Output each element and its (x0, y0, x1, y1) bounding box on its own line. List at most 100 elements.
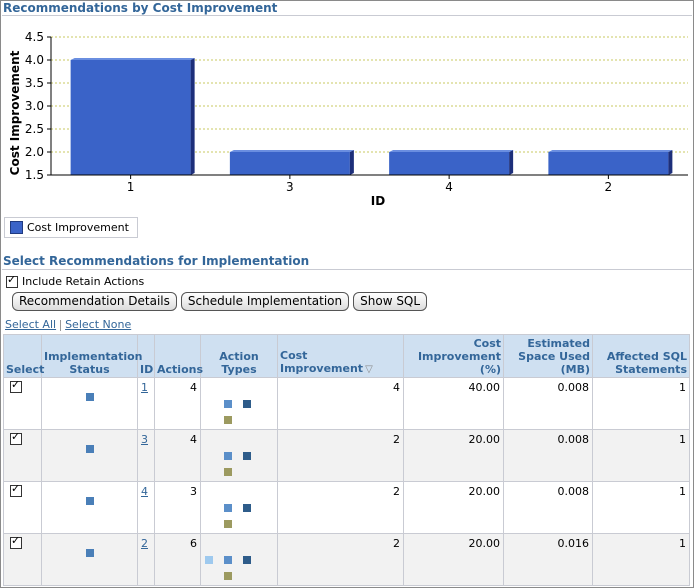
row-select-checkbox[interactable] (10, 534, 22, 549)
y-tick-label: 2.0 (25, 145, 44, 159)
action-type-icon (224, 504, 232, 512)
bar (389, 152, 510, 175)
row-select-checkbox[interactable] (10, 378, 22, 393)
action-type-icon (224, 416, 232, 424)
schedule-implementation-button[interactable]: Schedule Implementation (180, 292, 350, 311)
actions-count: 6 (154, 533, 201, 586)
divider (2, 269, 692, 270)
col-action-types: Action Types (200, 334, 278, 378)
recommendation-id-link[interactable]: 2 (141, 537, 148, 550)
include-retain-label: Include Retain Actions (22, 275, 145, 288)
cost-improvement-value: 2 (277, 429, 404, 482)
action-type-icon (224, 468, 232, 476)
estimated-space-value: 0.008 (503, 481, 593, 534)
recommendation-id-link[interactable]: 1 (141, 381, 148, 394)
bar-top (70, 58, 195, 60)
action-type-icon (243, 556, 251, 564)
actions-count: 4 (154, 429, 201, 482)
x-tick-label: 2 (605, 180, 613, 194)
bar-side (349, 150, 354, 175)
bar (229, 152, 350, 175)
x-tick-label: 3 (286, 180, 294, 194)
x-tick-label: 1 (127, 180, 135, 194)
status-icon (85, 497, 94, 505)
cost-improvement-value: 2 (277, 481, 404, 534)
bar-top (389, 150, 514, 152)
recommendation-id-link[interactable]: 3 (141, 433, 148, 446)
row-select-checkbox[interactable] (10, 430, 22, 445)
bar (548, 152, 669, 175)
cost-improvement-value: 4 (277, 377, 404, 430)
bar-top (229, 150, 354, 152)
affected-sql-value: 1 (592, 481, 690, 534)
col-estimated-space: Estimated Space Used (MB) (503, 334, 593, 378)
chart-legend: Cost Improvement (4, 217, 138, 238)
y-tick-label: 1.5 (25, 168, 44, 182)
status-icon (85, 549, 94, 557)
y-axis-label: Cost Improvement (8, 50, 22, 175)
x-tick-label: 4 (445, 180, 453, 194)
action-type-icon (224, 520, 232, 528)
estimated-space-value: 0.008 (503, 377, 593, 430)
bar-side (190, 58, 195, 175)
actions-count: 3 (154, 481, 201, 534)
cost-improvement-pct-value: 40.00 (403, 377, 504, 430)
recommendation-details-button[interactable]: Recommendation Details (12, 292, 177, 311)
col-implementation-status: Implementation Status (41, 334, 143, 378)
bar-side (509, 150, 514, 175)
cost-improvement-pct-value: 20.00 (403, 533, 504, 586)
bar (70, 60, 191, 175)
estimated-space-value: 0.008 (503, 429, 593, 482)
cost-improvement-pct-value: 20.00 (403, 481, 504, 534)
table-row: 2 6 2 20.00 0.016 1 (3, 533, 690, 586)
action-type-icon (205, 556, 213, 564)
divider (2, 15, 692, 16)
col-select: Select (3, 334, 44, 378)
include-retain-actions[interactable]: Include Retain Actions (6, 273, 145, 288)
x-axis-label: ID (371, 194, 385, 208)
show-sql-button[interactable]: Show SQL (353, 292, 428, 311)
recommendations-table: Select Implementation Status ID Actions … (3, 334, 690, 586)
actions-count: 4 (154, 377, 201, 430)
action-type-icon (243, 452, 251, 460)
table-row: 1 4 4 40.00 0.008 1 (3, 377, 690, 430)
cost-improvement-chart: 1.5 2.0 2.5 3.0 3.5 4.0 4.5 1 3 4 2 Cost Improvem… (8, 30, 688, 208)
status-icon (85, 393, 94, 401)
cost-improvement-pct-value: 20.00 (403, 429, 504, 482)
select-none-link[interactable]: Select None (65, 318, 132, 331)
affected-sql-value: 1 (592, 429, 690, 482)
y-tick-label: 4.0 (25, 53, 44, 67)
impl-section-title: Select Recommendations for Implementatio… (3, 254, 310, 268)
action-type-icon (243, 504, 251, 512)
action-buttons: Recommendation Details Schedule Implemen… (12, 292, 428, 311)
cost-improvement-value: 2 (277, 533, 404, 586)
estimated-space-value: 0.016 (503, 533, 593, 586)
action-type-icon (224, 400, 232, 408)
col-cost-improvement[interactable]: Cost Improvement ▽ (277, 334, 404, 378)
col-cost-improvement-pct: Cost Improvement (%) (403, 334, 504, 378)
selection-links: Select All Select None (5, 318, 131, 331)
status-icon (85, 445, 94, 453)
select-all-link[interactable]: Select All (5, 318, 57, 331)
include-retain-checkbox[interactable] (6, 273, 18, 288)
table-row: 3 4 2 20.00 0.008 1 (3, 429, 690, 482)
bar-top (548, 150, 673, 152)
chart-section-title: Recommendations by Cost Improvement (3, 1, 278, 15)
col-actions: Actions (154, 334, 203, 378)
table-row: 4 3 2 20.00 0.008 1 (3, 481, 690, 534)
bar-side (668, 150, 673, 175)
legend-swatch (10, 221, 23, 234)
y-tick-label: 3.5 (25, 76, 44, 90)
affected-sql-value: 1 (592, 533, 690, 586)
link-separator (60, 319, 62, 331)
y-tick-label: 3.0 (25, 99, 44, 113)
y-tick-label: 4.5 (25, 30, 44, 44)
action-type-icon (224, 452, 232, 460)
sort-desc-icon: ▽ (365, 364, 373, 375)
action-type-icon (224, 556, 232, 564)
col-affected-sql: Affected SQL Statements (592, 334, 690, 378)
affected-sql-value: 1 (592, 377, 690, 430)
row-select-checkbox[interactable] (10, 482, 22, 497)
recommendation-id-link[interactable]: 4 (141, 485, 148, 498)
action-type-icon (224, 572, 232, 580)
